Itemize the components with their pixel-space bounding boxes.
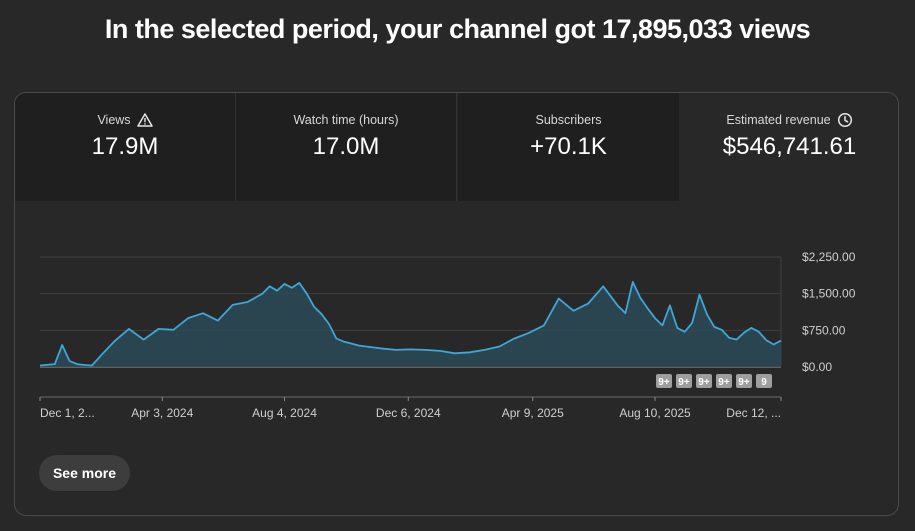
tab-watch-time-label: Watch time (hours): [293, 113, 399, 127]
revenue-series-line: [39, 281, 782, 367]
annotation-badge[interactable]: [656, 374, 672, 388]
tab-estimated-revenue[interactable]: Estimated revenue $546,741.61: [679, 93, 898, 201]
annotation-badge[interactable]: [696, 374, 712, 388]
clock-icon[interactable]: [837, 112, 853, 128]
annotation-badge-label: 9+: [678, 377, 690, 388]
x-tick-label: Dec 6, 2024: [376, 406, 441, 420]
x-tick-label: Apr 3, 2024: [131, 406, 193, 420]
annotation-badge[interactable]: [756, 374, 772, 388]
tab-subscribers[interactable]: Subscribers +70.1K: [458, 93, 679, 201]
annotation-badge-label: 9: [761, 377, 767, 388]
tab-views[interactable]: Views 17.9M: [15, 93, 236, 201]
annotation-badge-label: 9+: [698, 377, 710, 388]
y-tick-label: $2,250.00: [802, 250, 856, 264]
tab-subscribers-value: +70.1K: [530, 133, 607, 160]
metric-tabs: Views 17.9M Watch time (hours) 17.0M Sub…: [15, 93, 898, 201]
x-tick-label: Dec 12, ...: [726, 406, 781, 420]
see-more-button[interactable]: See more: [39, 455, 130, 491]
tab-watch-time[interactable]: Watch time (hours) 17.0M: [236, 93, 457, 201]
tab-views-value: 17.9M: [91, 133, 159, 160]
x-tick-label: Aug 10, 2025: [619, 406, 691, 420]
page-headline: In the selected period, your channel got…: [104, 14, 811, 44]
x-tick-label: Dec 1, 2...: [40, 406, 95, 420]
tab-subscribers-label: Subscribers: [535, 113, 602, 127]
annotation-badge[interactable]: [676, 374, 692, 388]
x-tick-label: Apr 9, 2025: [502, 406, 564, 420]
annotation-badge-label: 9+: [658, 377, 670, 388]
y-tick-label: $1,500.00: [802, 287, 856, 301]
revenue-chart: $2,250.00 $1,500.00 $750.00 $0.00 9+ 9+ 9+ 9+ 9+…: [15, 201, 898, 451]
tab-views-label: Views: [97, 113, 131, 127]
tab-watch-time-value: 17.0M: [312, 133, 380, 160]
x-tick-label: Aug 4, 2024: [252, 406, 317, 420]
annotation-badge-label: 9+: [718, 377, 730, 388]
y-tick-label: $0.00: [802, 360, 832, 374]
y-tick-label: $750.00: [802, 323, 846, 337]
annotation-badge[interactable]: [736, 374, 752, 388]
tab-estimated-revenue-value: $546,741.61: [722, 133, 857, 160]
warning-icon[interactable]: [136, 112, 153, 128]
annotation-badge-label: 9+: [738, 377, 750, 388]
revenue-area: [40, 281, 781, 367]
analytics-card: Views 17.9M Watch time (hours) 17.0M Sub…: [14, 92, 899, 516]
tab-estimated-revenue-label: Estimated revenue: [726, 113, 831, 127]
revenue-chart-svg: $2,250.00 $1,500.00 $750.00 $0.00 9+ 9+ 9+ 9+ 9+…: [39, 250, 856, 420]
annotation-badge[interactable]: [716, 374, 732, 388]
